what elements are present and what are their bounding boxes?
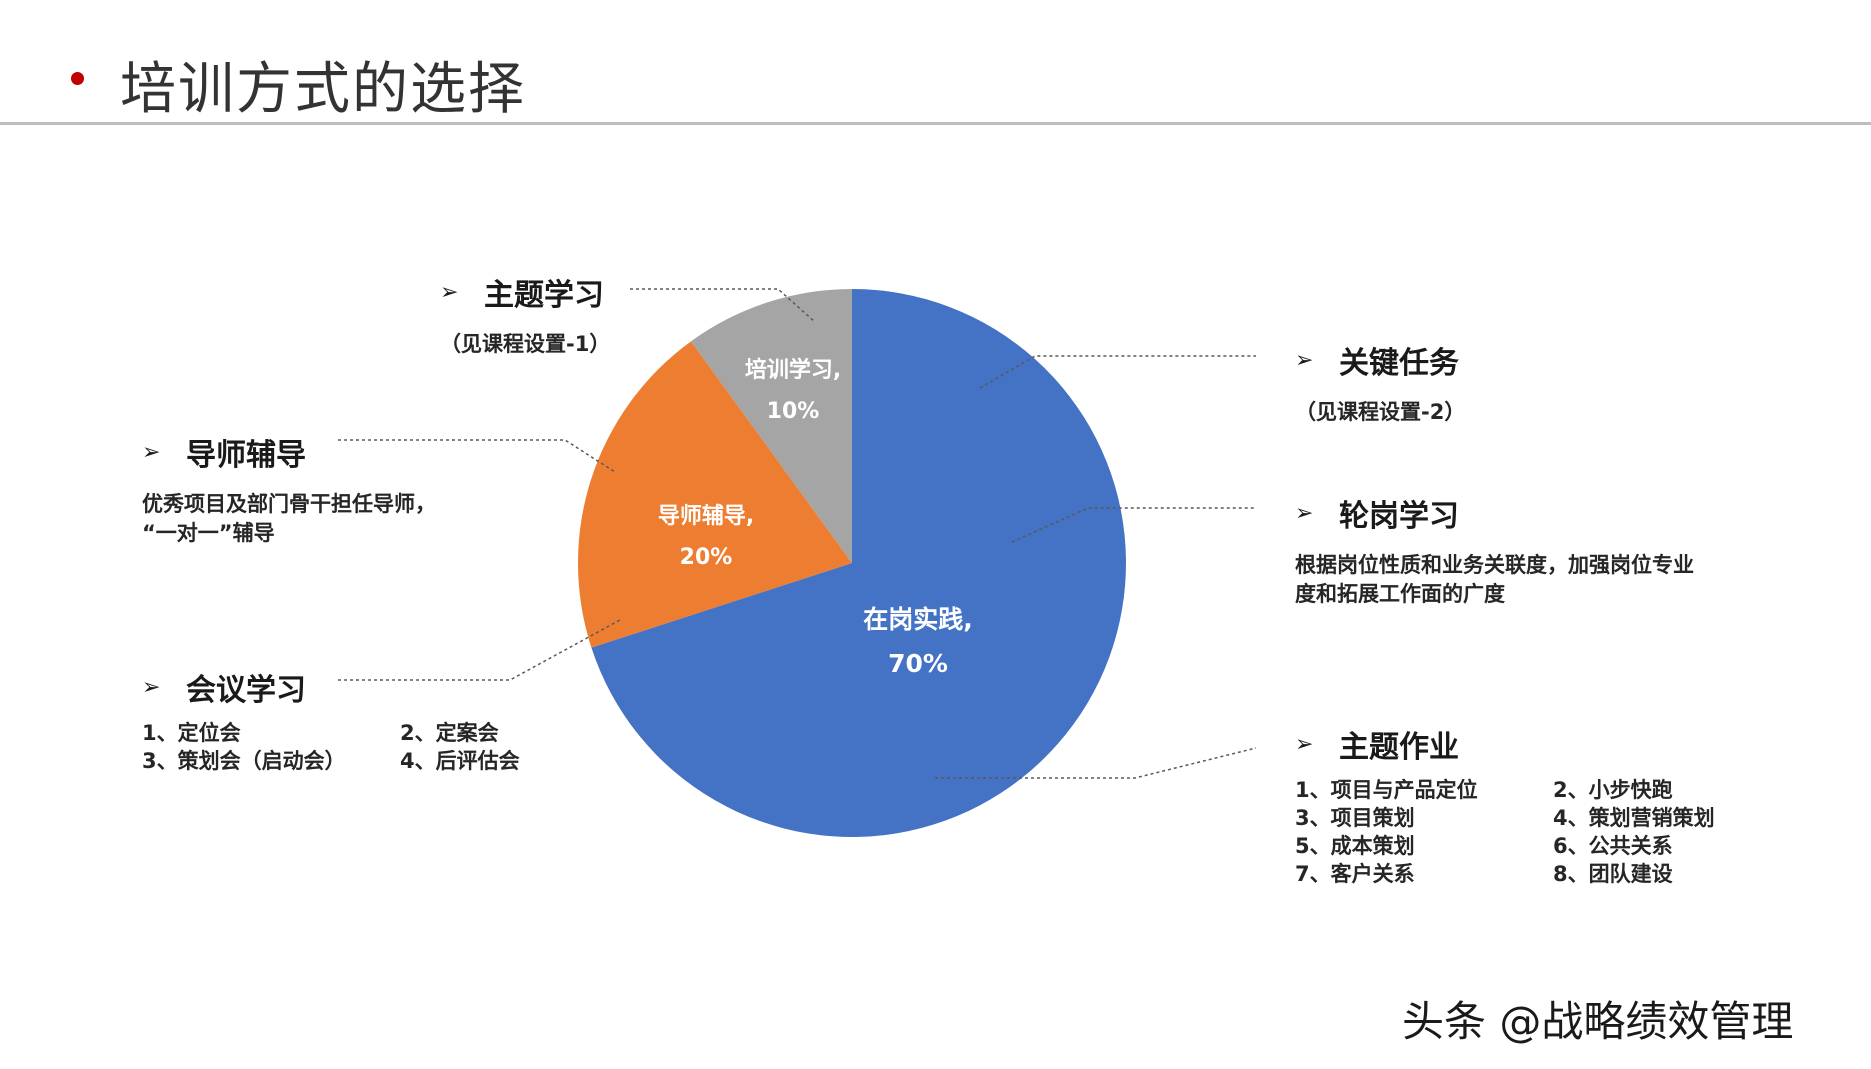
topic-work-item: 8、团队建设 (1553, 862, 1673, 886)
page-title: 培训方式的选择 (120, 57, 526, 122)
pie-slice-training (690, 289, 852, 563)
leader-line-topic-work (935, 747, 1257, 779)
annotation-meeting: ➢ 会议学习 1、定位会 2、定案会 3、策划会（启动会） 4、后评估会 (142, 665, 620, 775)
annotation-key-task-label: 关键任务 (1339, 346, 1459, 381)
leader-line-mentor (338, 439, 616, 473)
meeting-item: 1、定位会 (142, 721, 241, 745)
topic-work-item: 5、成本策划 (1295, 834, 1415, 858)
arrow-bullet-icon: ➢ (142, 674, 161, 700)
leader-lines (338, 288, 1257, 779)
annotation-rotation: ➢ 轮岗学习 根据岗位性质和业务关联度，加强岗位专业 度和拓展工作面的广度 (1295, 491, 1694, 609)
annotation-rotation-line: 度和拓展工作面的广度 (1295, 582, 1505, 606)
header-divider (0, 122, 1871, 125)
annotation-mentor: ➢ 导师辅导 优秀项目及部门骨干担任导师， “一对一”辅导 (142, 430, 436, 548)
topic-work-item: 6、公共关系 (1553, 834, 1673, 858)
title-bullet-icon (71, 72, 84, 85)
arrow-bullet-icon: ➢ (1295, 500, 1314, 526)
topic-work-item: 4、策划营销策划 (1553, 806, 1715, 830)
pie-slices (578, 289, 1126, 837)
annotation-mentor-label: 导师辅导 (186, 438, 306, 473)
topic-work-item: 1、项目与产品定位 (1295, 778, 1478, 802)
annotation-topic-study-label: 主题学习 (484, 278, 604, 313)
annotation-topic-work: ➢ 主题作业 1、项目与产品定位 2、小步快跑 3、项目策划 4、策划营销策划 … (1295, 722, 1773, 888)
annotation-topic-study: ➢ 主题学习 （见课程设置-1） (440, 270, 610, 359)
annotation-topic-work-label: 主题作业 (1339, 730, 1459, 765)
annotation-rotation-line: 根据岗位性质和业务关联度，加强岗位专业 (1295, 553, 1694, 577)
annotation-topic-study-sub: （见课程设置-1） (440, 332, 611, 356)
slice-label-on-the-job: 在岗实践, (863, 605, 973, 634)
slice-label-mentor: 导师辅导, (658, 503, 754, 529)
pie-slice-mentor (578, 341, 852, 648)
topic-work-item: 2、小步快跑 (1553, 778, 1673, 802)
meeting-item: 4、后评估会 (400, 749, 520, 773)
slice-value-on-the-job: 70% (888, 649, 948, 678)
slide-header: 培训方式的选择 (0, 0, 1871, 126)
annotation-meeting-label: 会议学习 (186, 673, 306, 708)
meeting-item: 2、定案会 (400, 721, 499, 745)
leader-line-key-task (979, 355, 1256, 389)
topic-work-item: 7、客户关系 (1295, 862, 1415, 886)
annotation-rotation-label: 轮岗学习 (1339, 499, 1459, 534)
arrow-bullet-icon: ➢ (1295, 731, 1314, 757)
meeting-item: 3、策划会（启动会） (142, 749, 346, 773)
slice-value-mentor: 20% (680, 545, 733, 570)
annotation-key-task: ➢ 关键任务 （见课程设置-2） (1295, 338, 1465, 427)
arrow-bullet-icon: ➢ (440, 279, 459, 305)
annotation-mentor-line: 优秀项目及部门骨干担任导师， (142, 492, 436, 516)
slice-label-training: 培训学习, (745, 357, 841, 383)
annotation-key-task-sub: （见课程设置-2） (1295, 400, 1466, 424)
slice-value-training: 10% (767, 399, 820, 424)
arrow-bullet-icon: ➢ (142, 439, 161, 465)
annotation-mentor-line: “一对一”辅导 (142, 521, 275, 545)
watermark: 头条 @战略绩效管理 (1402, 997, 1794, 1046)
pie-data-labels: 在岗实践, 70% 导师辅导, 20% 培训学习, 10% (658, 357, 973, 678)
pie-slice-on-the-job (591, 289, 1126, 837)
arrow-bullet-icon: ➢ (1295, 347, 1314, 373)
leader-line-topic-study (630, 288, 816, 323)
topic-work-item: 3、项目策划 (1295, 806, 1415, 830)
